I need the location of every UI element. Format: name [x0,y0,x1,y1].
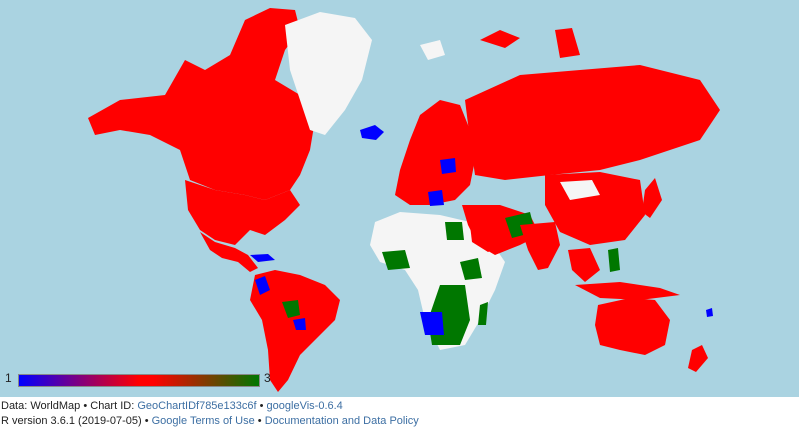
legend-max-label: 3 [264,371,271,385]
region-saudi-arabia[interactable] [470,225,505,252]
region-mexico-central[interactable] [200,232,258,272]
region-new-zealand[interactable] [688,345,708,372]
region-china[interactable] [545,172,645,245]
footer-line-2: R version 3.6.1 (2019-07-05) • Google Te… [1,414,419,429]
region-pacific-islands[interactable] [706,308,713,317]
chart-id-link[interactable]: GeoChartIDf785e133c6f [137,400,257,412]
region-europe[interactable] [395,100,475,205]
region-philippines[interactable] [608,248,620,272]
region-cuba[interactable] [250,254,275,262]
separator: • [254,415,265,427]
r-version-label: R version 3.6.1 (2019-07-05) [1,415,142,427]
docs-link[interactable]: Documentation and Data Policy [264,415,419,427]
footer-line-1: Data: WorldMap • Chart ID: GeoChartIDf78… [1,399,419,414]
world-map[interactable] [0,0,799,397]
region-eastern-europe[interactable] [440,158,456,174]
region-africa[interactable] [370,212,505,350]
region-east-africa[interactable] [460,258,482,280]
color-legend: 1 3 [0,369,280,389]
region-india[interactable] [520,222,560,270]
region-egypt[interactable] [445,222,464,240]
region-angola-zambia[interactable] [420,312,444,335]
region-iceland[interactable] [360,125,384,140]
separator: • [141,415,152,427]
chart-id-label: Chart ID: [90,400,135,412]
terms-link[interactable]: Google Terms of Use [151,415,255,427]
region-usa[interactable] [185,180,300,245]
region-svalbard[interactable] [420,40,445,60]
region-colombia-peru[interactable] [255,276,270,295]
region-canada-alaska[interactable] [88,8,315,200]
data-source-label: Data: WorldMap [1,400,81,412]
googlevis-link[interactable]: googleVis-0.6.4 [266,400,343,412]
legend-gradient-bar [18,374,260,387]
region-greenland[interactable] [285,12,372,135]
chart-footer: Data: WorldMap • Chart ID: GeoChartIDf78… [1,399,419,429]
region-russia[interactable] [465,65,720,180]
region-australia[interactable] [595,298,670,355]
region-arctic-islands[interactable] [480,28,580,58]
region-west-africa[interactable] [382,250,410,270]
region-madagascar[interactable] [478,302,488,325]
region-indonesia[interactable] [575,282,680,300]
region-japan[interactable] [642,178,662,218]
region-south-america[interactable] [250,270,340,392]
legend-min-label: 1 [5,371,12,385]
region-paraguay[interactable] [293,318,306,330]
region-bolivia[interactable] [282,300,300,318]
geo-chart-map[interactable]: 1 3 [0,0,799,397]
region-southeast-asia[interactable] [568,248,600,282]
region-balkans[interactable] [428,190,444,206]
separator: • [256,400,267,412]
separator: • [80,400,91,412]
region-mongolia[interactable] [560,180,600,200]
